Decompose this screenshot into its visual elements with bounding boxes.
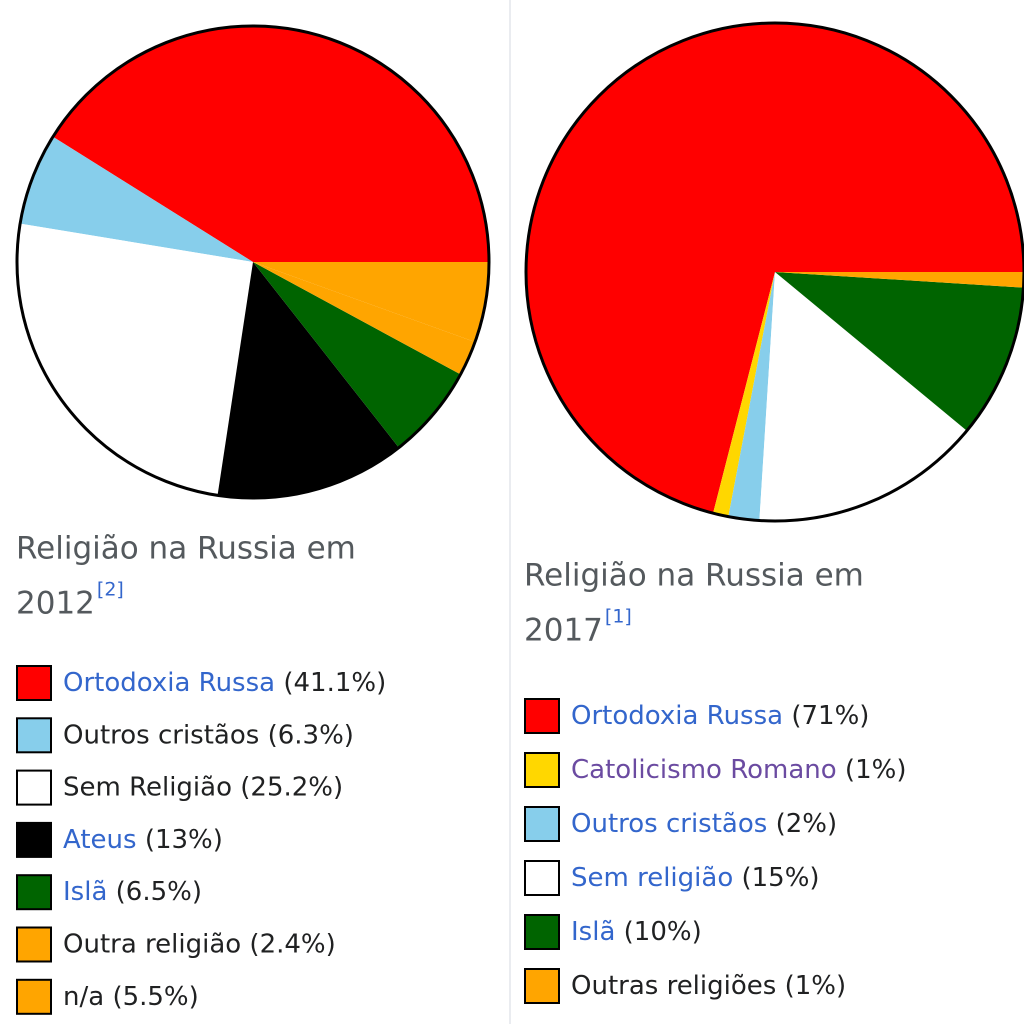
pie-slice [217,262,399,498]
legend-value: (71%) [791,701,869,731]
legend-name: Islã [63,877,107,907]
legend-name: Sem Religião [63,772,232,802]
legend-name: Outros cristãos [63,720,259,750]
legend-entry: Sem Religião (25.2%) [63,772,343,802]
legend-swatch [524,860,560,896]
legend-value: (2%) [776,809,838,839]
legend-space [107,877,115,907]
pie-slice [17,223,253,496]
legend-space [259,720,267,750]
legend-swatch [16,665,52,701]
legend-entry: Ortodoxia Russa (71%) [571,701,869,731]
legend-space [776,971,784,1001]
pie-slice [728,272,775,521]
legend-name: Outros cristãos [571,809,767,839]
legend-entry: Islã (6.5%) [63,877,202,907]
legend-space [137,824,145,854]
legend-value: (41.1%) [283,668,386,698]
legend-space [275,668,283,698]
legend-swatch [524,806,560,842]
legend-value: (13%) [145,824,223,854]
reference-link[interactable]: [2] [97,579,124,601]
legend-entry: Ortodoxia Russa (41.1%) [63,668,386,698]
pie-slice [253,262,461,448]
chart-title: Religião na Russia em [16,531,356,567]
legend-value: (6.5%) [116,877,202,907]
legend-entry: Outras religiões (1%) [571,971,846,1001]
legend-value: (1%) [845,755,907,785]
legend-entry: Catolicismo Romano (1%) [571,755,906,785]
chart-title-cont: 2012 [16,586,95,622]
legend-name: Sem religião [571,863,733,893]
pie-slice [525,22,1024,514]
legend-value: (6.3%) [268,720,354,750]
legend-swatch [524,698,560,734]
legend-swatch [16,821,52,858]
legend-space [615,917,623,947]
legend-name: Ortodoxia Russa [63,668,275,698]
legend-value: (10%) [624,917,702,947]
legend-swatch [16,769,52,806]
legend-value: (25.2%) [240,772,343,802]
legend-swatch [524,968,560,1004]
legend-entry: Outros cristãos (6.3%) [63,720,354,750]
legend-entry: Islã (10%) [571,917,702,947]
legend-entry: Sem religião (15%) [571,863,820,893]
legend-name: Ortodoxia Russa [571,701,783,731]
legend-swatch [16,978,52,1015]
legend-name: n/a [63,981,104,1011]
pie-slice [713,272,775,517]
pie-slice [253,262,476,375]
legend-space [767,809,775,839]
legend-value: (2.4%) [249,929,335,959]
pie-slice [253,262,489,342]
reference-link[interactable]: [1] [605,606,632,628]
pie-slice [775,272,1024,431]
legend-swatch [16,926,52,963]
legend-value: (15%) [742,863,820,893]
legend-name: Outra religião [63,929,241,959]
legend-value: (1%) [785,971,847,1001]
legend-name: Catolicismo Romano [571,755,837,785]
legend-entry: Outros cristãos (2%) [571,809,837,839]
pie-slice [52,26,490,262]
legend-space [733,863,741,893]
legend-name: Ateus [63,824,137,854]
legend-space [837,755,845,785]
pie-slice [759,272,967,521]
legend-entry: Ateus (13%) [63,824,223,854]
legend-swatch [16,874,52,911]
pie-outline [15,24,491,500]
legend-space [232,772,240,802]
legend-name: Outras religiões [571,971,776,1001]
legend-space [241,929,249,959]
legend-swatch [524,914,560,950]
pie-outline [524,21,1024,523]
pie-slice [775,272,1024,288]
legend-name: Islã [571,917,615,947]
legend-space [104,981,112,1011]
legend-swatch [16,717,52,754]
legend-entry: Outra religião (2.4%) [63,929,336,959]
legend-entry: n/a (5.5%) [63,981,199,1011]
legend-space [783,701,791,731]
chart-title: Religião na Russia em [524,558,864,594]
legend-swatch [524,752,560,788]
pie-slice [20,136,253,262]
legend-value: (5.5%) [112,981,198,1011]
chart-title-cont: 2017 [524,613,603,649]
